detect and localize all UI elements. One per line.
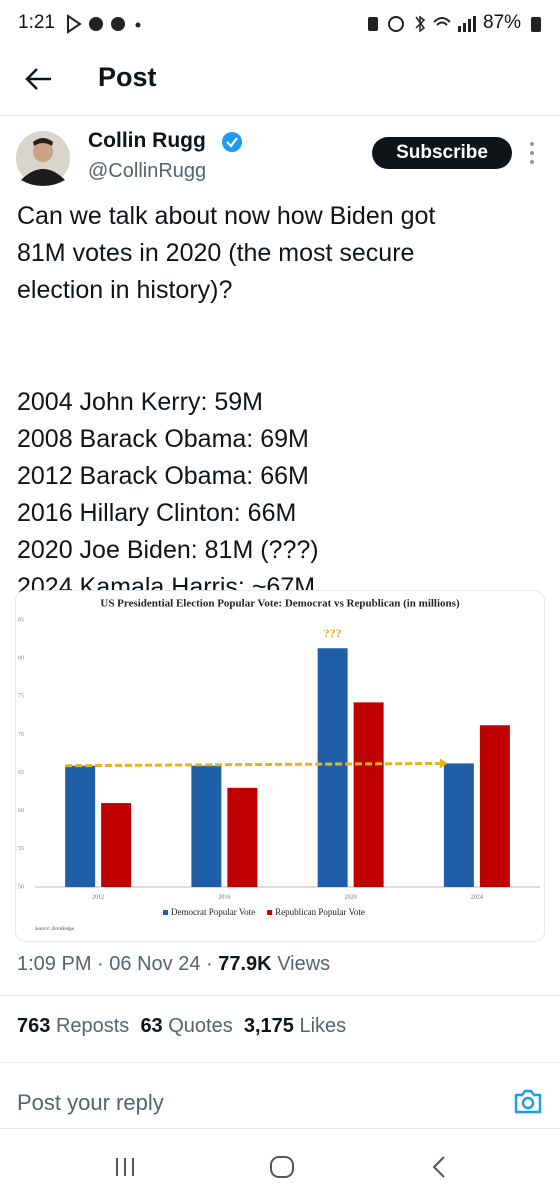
avatar[interactable] [15,130,71,186]
post-line: 81M votes in 2020 (the most secure [17,239,415,267]
bar [479,725,510,887]
battery-icon [531,17,541,32]
x-tick-label: 2016 [218,894,230,900]
x-tick-label: 2020 [345,894,357,900]
post-text: Can we talk about now how Biden got 81M v… [17,198,435,309]
system-back-button[interactable] [432,1156,445,1178]
chart-image: US Presidential Election Popular Vote: D… [15,590,545,942]
reposts[interactable]: 763 Reposts [17,1015,129,1037]
divider [0,1128,560,1129]
camera-button[interactable] [513,1087,543,1115]
divider [0,995,560,996]
chart-title: US Presidential Election Popular Vote: D… [100,598,460,610]
reposts-label: Reposts [55,1015,130,1037]
arrow-head [439,758,448,769]
subscribe-button[interactable]: Subscribe [372,137,512,169]
post-stats: 763 Reposts 63 Quotes 3,175 Likes [17,1015,346,1038]
bar [227,787,258,887]
annotation: ??? [324,626,342,640]
bar [191,765,222,887]
system-icons [368,15,476,33]
y-tick-label: 75 [18,694,24,700]
trend-arrow [65,761,440,768]
divider [0,1062,560,1063]
y-tick-label: 65 [18,770,24,776]
y-tick-label: 55 [18,846,24,852]
y-tick-label: 85 [18,617,24,623]
y-tick-label: 70 [18,732,24,738]
views-label: Views [277,953,331,975]
home-button[interactable] [270,1156,294,1178]
quotes-count: 63 [140,1015,163,1037]
likes-label: Likes [299,1015,347,1037]
bar [317,648,348,887]
post-line: 2012 Barack Obama: 66M [17,462,309,490]
divider [0,115,560,116]
post-time: 1:09 PM [17,953,92,975]
battery-level: 87% [483,12,522,33]
status-time: 1:21 [18,12,55,33]
y-tick-label: 60 [18,808,24,814]
status-icons [67,14,141,34]
post-line: 2020 Joe Biden: 81M (???) [17,536,319,564]
post-line: election in history)? [17,276,233,304]
post-line: 2016 Hillary Clinton: 66M [17,499,297,527]
reposts-count: 763 [17,1015,51,1037]
post-line: 2004 John Kerry: 59M [17,388,263,416]
quotes-label: Quotes [168,1015,233,1037]
legend-label: Republican Popular Vote [275,907,365,917]
post-line: 2008 Barack Obama: 69M [17,425,309,453]
nav-bar [116,1156,445,1178]
verified-badge [222,132,242,152]
author-handle: @CollinRugg [88,160,207,182]
reply-input[interactable]: Post your reply [17,1090,164,1115]
bar [101,803,132,887]
bar [443,763,474,887]
more-button[interactable] [528,140,536,166]
post-meta: 1:09 PM · 06 Nov 24 · 77.9K Views [17,953,330,976]
separator: · [206,953,213,975]
likes-count: 3,175 [243,1015,294,1037]
image-frame [15,590,545,942]
header-title: Post [98,62,157,92]
legend-swatch [267,910,273,915]
views-count: 77.9K [218,953,272,975]
y-tick-label: 80 [18,656,24,662]
quotes[interactable]: 63 Quotes [140,1015,232,1037]
legend-label: Democrat Popular Vote [171,907,255,917]
separator: · [97,953,104,975]
x-tick-label: 2024 [471,894,483,900]
y-tick-label: 50 [18,884,24,890]
post-list: 2004 John Kerry: 59M 2008 Barack Obama: 6… [17,384,319,606]
post-date: 06 Nov 24 [109,953,201,975]
legend-swatch [163,910,168,915]
likes[interactable]: 3,175 Likes [244,1015,346,1037]
recents-button[interactable] [116,1158,134,1176]
x-tick-label: 2012 [92,894,104,900]
back-button[interactable] [24,66,54,92]
bar [353,702,384,887]
bar [65,765,96,887]
author-name: Collin Rugg [88,129,206,152]
chart-source: Source: ZeroHedge [35,927,75,932]
post-line: Can we talk about now how Biden got [17,202,436,230]
